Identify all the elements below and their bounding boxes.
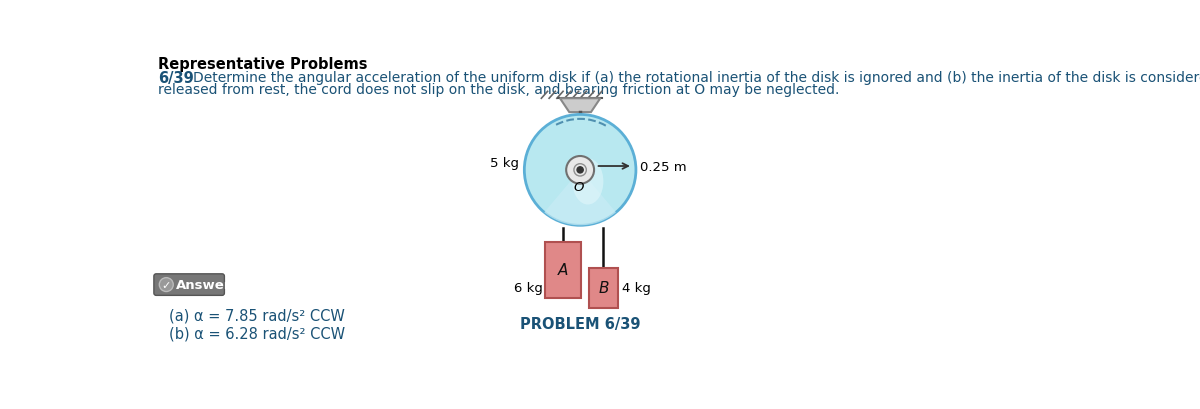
Circle shape [577,167,583,173]
Text: (b) α = 6.28 rad/s² CCW: (b) α = 6.28 rad/s² CCW [169,326,346,341]
Circle shape [566,157,594,184]
Bar [545,243,581,298]
Text: A: A [558,263,569,278]
Text: B: B [598,281,608,295]
Text: 6 kg: 6 kg [514,281,542,294]
Text: O: O [574,181,583,194]
Text: 4 kg: 4 kg [622,281,650,294]
Bar [589,268,618,308]
Ellipse shape [572,159,604,205]
Text: 5 kg: 5 kg [490,156,518,169]
Text: 0.25 m: 0.25 m [640,160,686,173]
Text: released from rest, the cord does not slip on the disk, and bearing friction at : released from rest, the cord does not sl… [157,83,839,97]
Text: Determine the angular acceleration of the uniform disk if (a) the rotational ine: Determine the angular acceleration of th… [193,71,1200,85]
Text: (a) α = 7.85 rad/s² CCW: (a) α = 7.85 rad/s² CCW [169,308,346,323]
Polygon shape [545,171,616,226]
Circle shape [524,115,636,226]
Text: ✓: ✓ [162,280,170,290]
Polygon shape [560,99,600,113]
Text: Answer: Answer [176,279,232,291]
FancyBboxPatch shape [154,274,224,296]
Circle shape [160,278,173,292]
Text: 6/39: 6/39 [157,71,193,85]
Text: PROBLEM 6/39: PROBLEM 6/39 [520,317,641,331]
Text: Representative Problems: Representative Problems [157,57,367,72]
